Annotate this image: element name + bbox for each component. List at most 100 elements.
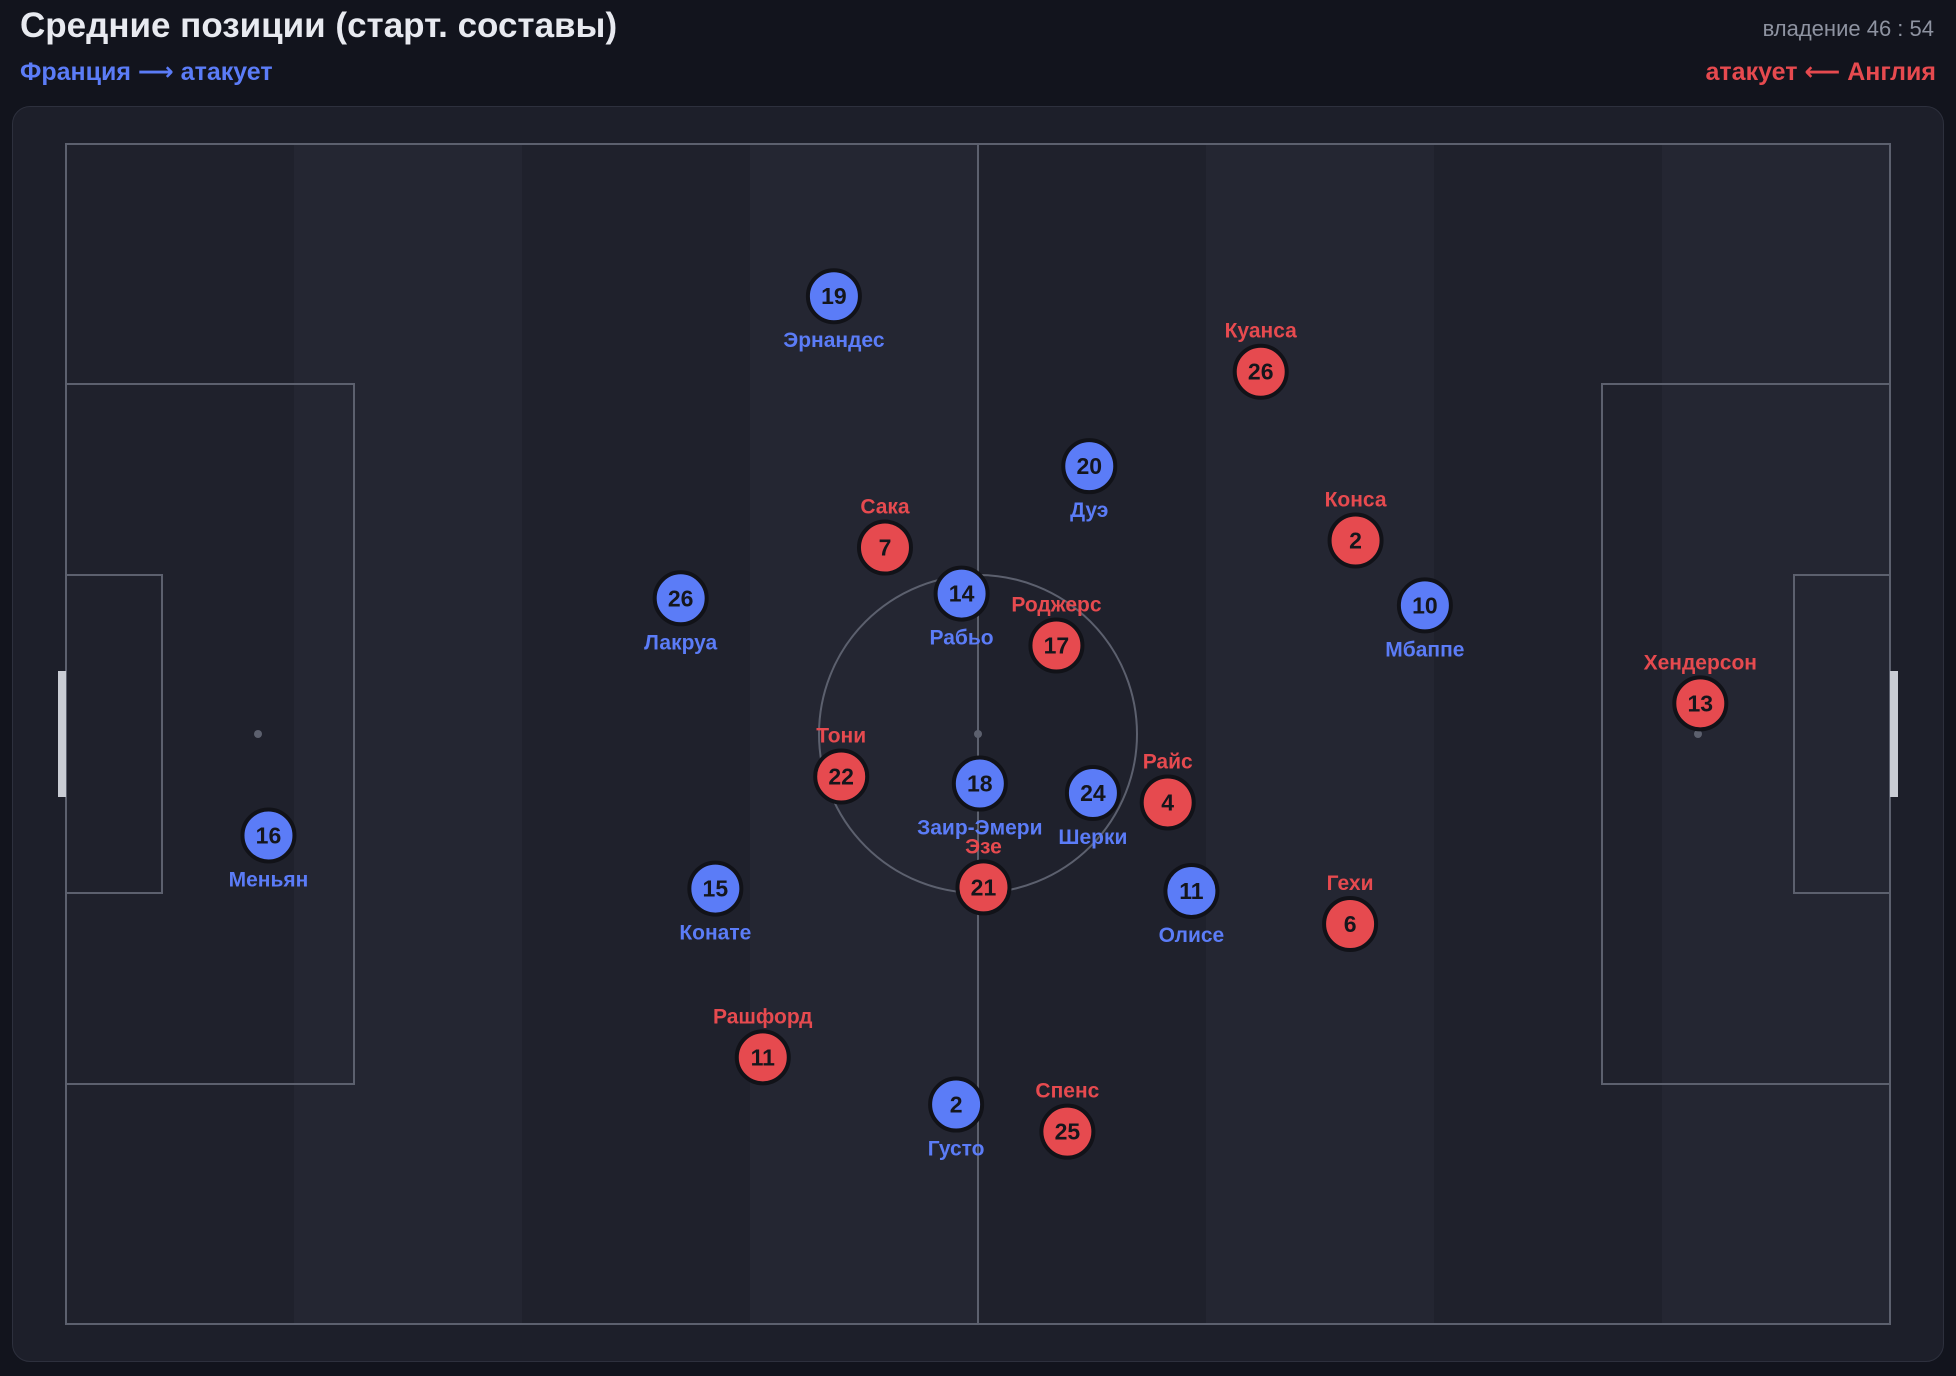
player-name: Гехи bbox=[1327, 872, 1374, 895]
player-name: Райс bbox=[1143, 750, 1193, 773]
possession-readout: владение 46 : 54 bbox=[1762, 16, 1934, 41]
player-marker-england: 4 Райс bbox=[1139, 750, 1196, 831]
player-marker-england: 7 Сака bbox=[856, 496, 913, 576]
player-dot bbox=[1061, 438, 1118, 495]
player-name: Шерки bbox=[1058, 826, 1127, 849]
player-name: Спенс bbox=[1035, 1080, 1099, 1103]
player-number: 25 bbox=[1055, 1119, 1081, 1145]
team-france-label: Франция ⟶ атакует bbox=[20, 58, 273, 86]
player-dot bbox=[1232, 343, 1289, 400]
player-marker-france: 10 Мбаппе bbox=[1385, 577, 1464, 661]
player-number: 19 bbox=[821, 283, 847, 309]
players-layer: 19Эрнандес20Дуэ26Лакруа14Рабьо10Мбаппе18… bbox=[229, 268, 1757, 1161]
player-marker-france: 26 Лакруа bbox=[644, 570, 718, 654]
player-name: Меньян bbox=[229, 868, 309, 891]
player-marker-england: 2 Конса bbox=[1325, 488, 1387, 569]
player-dot bbox=[1396, 577, 1453, 634]
pitch-stripe bbox=[978, 144, 1206, 1324]
player-name: Рашфорд bbox=[713, 1005, 812, 1028]
player-dot bbox=[813, 748, 870, 805]
player-marker-france: 18 Заир-Эмери bbox=[917, 755, 1043, 840]
player-marker-france: 2 Густо bbox=[928, 1076, 985, 1161]
player-number: 26 bbox=[668, 585, 694, 611]
page-title: Средние позиции (старт. составы) bbox=[20, 6, 618, 45]
player-dot bbox=[687, 860, 744, 917]
player-dot bbox=[1322, 895, 1379, 952]
player-marker-france: 11 Олисе bbox=[1159, 862, 1225, 947]
player-dot bbox=[734, 1029, 791, 1086]
player-dot bbox=[1064, 765, 1121, 821]
player-number: 4 bbox=[1161, 789, 1174, 815]
player-marker-england: 11 Рашфорд bbox=[713, 1005, 813, 1086]
right-goal bbox=[1890, 671, 1898, 797]
player-name: Заир-Эмери bbox=[917, 817, 1042, 840]
player-number: 18 bbox=[967, 771, 993, 797]
player-dot bbox=[933, 565, 990, 622]
right-penalty-spot bbox=[1694, 730, 1702, 738]
player-dot bbox=[928, 1076, 985, 1133]
player-number: 6 bbox=[1344, 911, 1357, 937]
player-dot bbox=[1028, 617, 1085, 674]
left-goal bbox=[58, 671, 66, 797]
player-name: Рабьо bbox=[930, 627, 994, 650]
player-name: Конса bbox=[1325, 488, 1387, 511]
player-dot bbox=[1672, 675, 1729, 732]
player-name: Густо bbox=[928, 1138, 985, 1161]
left-penalty-spot bbox=[254, 730, 262, 738]
pitch-stripe bbox=[1206, 144, 1434, 1324]
player-dot bbox=[1327, 512, 1384, 569]
player-number: 10 bbox=[1412, 592, 1438, 618]
player-name: Дуэ bbox=[1070, 499, 1108, 522]
player-marker-england: 17 Роджерс bbox=[1011, 594, 1102, 674]
player-dot bbox=[1039, 1103, 1096, 1160]
player-number: 11 bbox=[751, 1044, 776, 1070]
player-number: 22 bbox=[828, 763, 854, 789]
player-dot bbox=[240, 807, 297, 864]
player-number: 2 bbox=[1349, 527, 1362, 553]
player-dot bbox=[955, 859, 1012, 916]
player-number: 13 bbox=[1688, 690, 1714, 716]
player-marker-england: 26 Куанса bbox=[1225, 320, 1298, 400]
player-number: 24 bbox=[1080, 780, 1106, 806]
pitch-markings bbox=[58, 143, 1898, 1325]
player-name: Эрнандес bbox=[783, 329, 885, 352]
player-dot bbox=[805, 268, 862, 325]
player-number: 16 bbox=[256, 822, 282, 848]
player-dot bbox=[856, 519, 913, 576]
player-name: Хендерсон bbox=[1644, 651, 1757, 674]
pitch-stripe bbox=[1434, 144, 1662, 1324]
team-england-label: атакует ⟵ Англия bbox=[1705, 58, 1936, 86]
pitch-stripe bbox=[522, 144, 750, 1324]
player-marker-france: 15 Конате bbox=[679, 860, 751, 945]
player-marker-france: 14 Рабьо bbox=[930, 565, 994, 650]
player-marker-england: 13 Хендерсон bbox=[1644, 651, 1757, 732]
pitch-stripe bbox=[294, 144, 522, 1324]
player-number: 14 bbox=[949, 581, 975, 607]
player-number: 20 bbox=[1076, 453, 1102, 479]
player-number: 15 bbox=[703, 876, 729, 902]
player-number: 26 bbox=[1248, 359, 1274, 385]
player-name: Куанса bbox=[1225, 320, 1298, 343]
centre-spot bbox=[974, 730, 982, 738]
player-number: 7 bbox=[879, 535, 892, 561]
player-name: Тони bbox=[816, 724, 866, 747]
player-marker-england: 22 Тони bbox=[813, 724, 870, 805]
player-number: 17 bbox=[1044, 633, 1070, 659]
player-name: Лакруа bbox=[644, 631, 717, 654]
player-marker-france: 19 Эрнандес bbox=[783, 268, 885, 352]
player-marker-france: 20 Дуэ bbox=[1061, 438, 1118, 522]
player-dot bbox=[1163, 862, 1220, 919]
player-dot bbox=[652, 570, 709, 627]
player-marker-england: 25 Спенс bbox=[1035, 1080, 1100, 1160]
player-number: 11 bbox=[1179, 878, 1204, 904]
player-name: Мбаппе bbox=[1385, 638, 1464, 661]
player-dot bbox=[951, 755, 1008, 812]
player-name: Олисе bbox=[1159, 924, 1225, 947]
player-number: 21 bbox=[971, 874, 997, 900]
player-dot bbox=[1139, 774, 1196, 831]
player-number: 2 bbox=[950, 1092, 963, 1118]
player-marker-england: 21 Эзе bbox=[955, 835, 1012, 916]
player-name: Эзе bbox=[965, 835, 1002, 858]
player-marker-france: 24 Шерки bbox=[1058, 765, 1127, 849]
